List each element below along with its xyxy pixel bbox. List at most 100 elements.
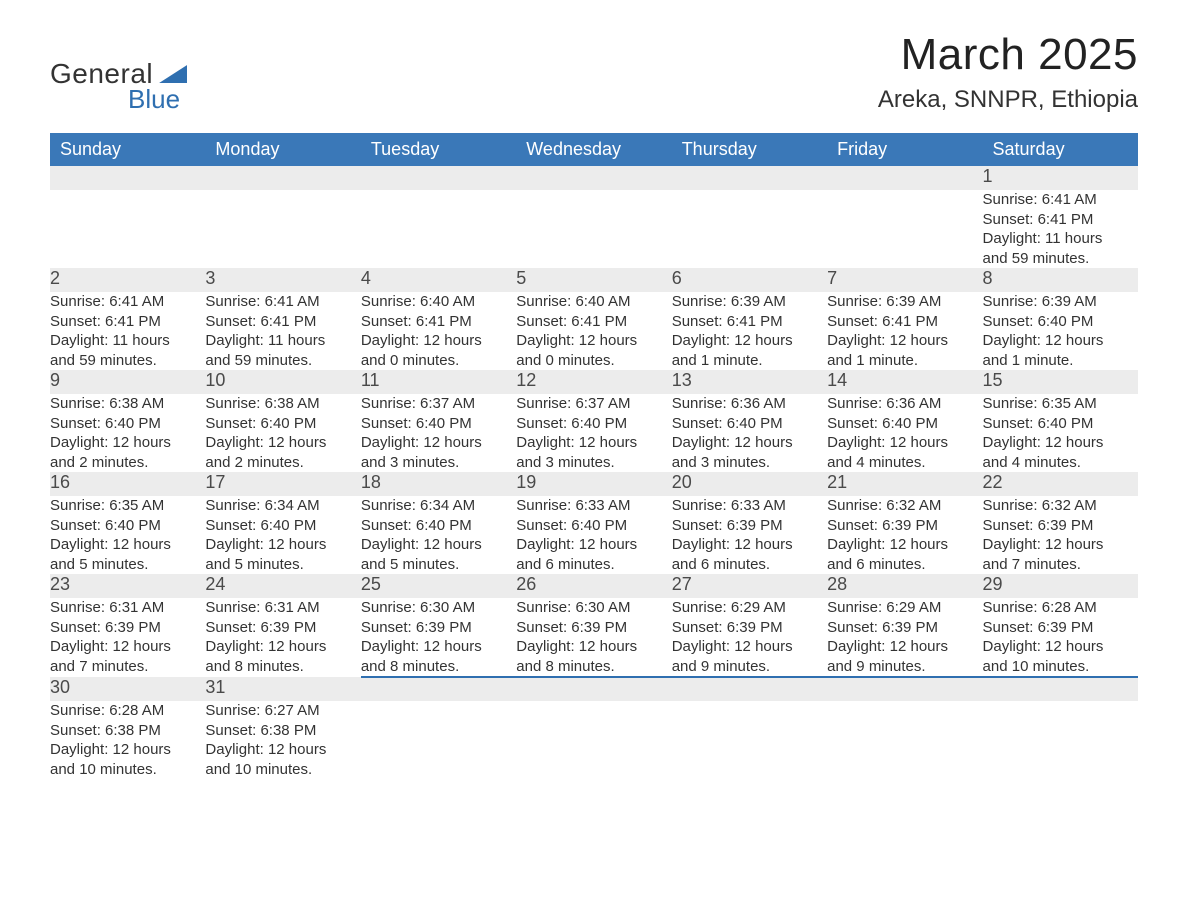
sunrise-text: Sunrise: 6:28 AM <box>983 598 1138 618</box>
sunset-text: Sunset: 6:39 PM <box>672 618 827 638</box>
day-number-cell <box>827 166 982 190</box>
day-detail-cell: Sunrise: 6:28 AMSunset: 6:39 PMDaylight:… <box>983 598 1138 677</box>
sunrise-text: Sunrise: 6:40 AM <box>361 292 516 312</box>
day-number-cell <box>827 677 982 701</box>
daylight2-text: and 10 minutes. <box>205 760 360 780</box>
day-detail-cell <box>827 701 982 779</box>
sunrise-text: Sunrise: 6:31 AM <box>205 598 360 618</box>
sunrise-text: Sunrise: 6:29 AM <box>827 598 982 618</box>
daylight2-text: and 3 minutes. <box>672 453 827 473</box>
daylight1-text: Daylight: 11 hours <box>205 331 360 351</box>
day-detail-cell: Sunrise: 6:30 AMSunset: 6:39 PMDaylight:… <box>361 598 516 677</box>
daylight2-text: and 6 minutes. <box>516 555 671 575</box>
daynum-row: 23242526272829 <box>50 574 1138 598</box>
sunset-text: Sunset: 6:41 PM <box>672 312 827 332</box>
day-number-cell: 14 <box>827 370 982 394</box>
logo-triangle-icon <box>159 65 187 83</box>
month-title: March 2025 <box>878 30 1138 80</box>
detail-row: Sunrise: 6:35 AMSunset: 6:40 PMDaylight:… <box>50 496 1138 574</box>
day-number-cell: 1 <box>983 166 1138 190</box>
daylight1-text: Daylight: 12 hours <box>672 331 827 351</box>
sunrise-text: Sunrise: 6:36 AM <box>672 394 827 414</box>
day-number-cell <box>361 166 516 190</box>
sunset-text: Sunset: 6:40 PM <box>361 516 516 536</box>
weekday-header: Saturday <box>983 133 1138 166</box>
daylight1-text: Daylight: 12 hours <box>516 637 671 657</box>
detail-row: Sunrise: 6:41 AMSunset: 6:41 PMDaylight:… <box>50 292 1138 370</box>
sunrise-text: Sunrise: 6:29 AM <box>672 598 827 618</box>
sunset-text: Sunset: 6:40 PM <box>205 414 360 434</box>
sunrise-text: Sunrise: 6:41 AM <box>983 190 1138 210</box>
sunset-text: Sunset: 6:39 PM <box>205 618 360 638</box>
sunrise-text: Sunrise: 6:40 AM <box>516 292 671 312</box>
daylight2-text: and 9 minutes. <box>672 657 827 677</box>
daynum-row: 16171819202122 <box>50 472 1138 496</box>
day-number-cell: 9 <box>50 370 205 394</box>
day-number-cell <box>672 677 827 701</box>
sunset-text: Sunset: 6:39 PM <box>983 516 1138 536</box>
day-number-cell: 2 <box>50 268 205 292</box>
day-detail-cell: Sunrise: 6:27 AMSunset: 6:38 PMDaylight:… <box>205 701 360 779</box>
day-number-cell: 3 <box>205 268 360 292</box>
day-detail-cell <box>827 190 982 268</box>
sunrise-text: Sunrise: 6:31 AM <box>50 598 205 618</box>
daylight2-text: and 59 minutes. <box>983 249 1138 269</box>
day-detail-cell: Sunrise: 6:41 AMSunset: 6:41 PMDaylight:… <box>205 292 360 370</box>
day-detail-cell: Sunrise: 6:32 AMSunset: 6:39 PMDaylight:… <box>827 496 982 574</box>
daylight2-text: and 5 minutes. <box>205 555 360 575</box>
daylight1-text: Daylight: 12 hours <box>361 535 516 555</box>
daylight1-text: Daylight: 12 hours <box>516 331 671 351</box>
day-detail-cell: Sunrise: 6:32 AMSunset: 6:39 PMDaylight:… <box>983 496 1138 574</box>
sunset-text: Sunset: 6:39 PM <box>361 618 516 638</box>
day-detail-cell: Sunrise: 6:35 AMSunset: 6:40 PMDaylight:… <box>983 394 1138 472</box>
sunrise-text: Sunrise: 6:34 AM <box>205 496 360 516</box>
daynum-row: 3031 <box>50 677 1138 701</box>
daylight2-text: and 59 minutes. <box>205 351 360 371</box>
sunset-text: Sunset: 6:38 PM <box>50 721 205 741</box>
day-number-cell: 7 <box>827 268 982 292</box>
day-detail-cell: Sunrise: 6:33 AMSunset: 6:39 PMDaylight:… <box>672 496 827 574</box>
weekday-header: Friday <box>827 133 982 166</box>
day-number-cell <box>516 677 671 701</box>
day-detail-cell: Sunrise: 6:29 AMSunset: 6:39 PMDaylight:… <box>827 598 982 677</box>
day-detail-cell <box>983 701 1138 779</box>
day-detail-cell: Sunrise: 6:28 AMSunset: 6:38 PMDaylight:… <box>50 701 205 779</box>
daylight2-text: and 0 minutes. <box>516 351 671 371</box>
daynum-row: 2345678 <box>50 268 1138 292</box>
calendar-body: 1Sunrise: 6:41 AMSunset: 6:41 PMDaylight… <box>50 166 1138 779</box>
sunrise-text: Sunrise: 6:30 AM <box>361 598 516 618</box>
location: Areka, SNNPR, Ethiopia <box>878 86 1138 114</box>
day-number-cell <box>983 677 1138 701</box>
day-detail-cell <box>50 190 205 268</box>
day-detail-cell: Sunrise: 6:37 AMSunset: 6:40 PMDaylight:… <box>361 394 516 472</box>
daylight2-text: and 2 minutes. <box>50 453 205 473</box>
sunrise-text: Sunrise: 6:41 AM <box>50 292 205 312</box>
day-number-cell: 24 <box>205 574 360 598</box>
sunset-text: Sunset: 6:40 PM <box>361 414 516 434</box>
day-detail-cell <box>516 190 671 268</box>
weekday-header: Monday <box>205 133 360 166</box>
sunrise-text: Sunrise: 6:37 AM <box>516 394 671 414</box>
daylight1-text: Daylight: 12 hours <box>983 535 1138 555</box>
weekday-header: Wednesday <box>516 133 671 166</box>
day-detail-cell <box>672 190 827 268</box>
day-number-cell: 12 <box>516 370 671 394</box>
sunrise-text: Sunrise: 6:28 AM <box>50 701 205 721</box>
weekday-header: Tuesday <box>361 133 516 166</box>
day-detail-cell: Sunrise: 6:31 AMSunset: 6:39 PMDaylight:… <box>205 598 360 677</box>
day-number-cell: 17 <box>205 472 360 496</box>
sunset-text: Sunset: 6:40 PM <box>50 516 205 536</box>
daylight2-text: and 7 minutes. <box>983 555 1138 575</box>
day-detail-cell: Sunrise: 6:34 AMSunset: 6:40 PMDaylight:… <box>361 496 516 574</box>
daylight2-text: and 8 minutes. <box>205 657 360 677</box>
day-number-cell: 13 <box>672 370 827 394</box>
sunset-text: Sunset: 6:40 PM <box>672 414 827 434</box>
daylight1-text: Daylight: 12 hours <box>205 637 360 657</box>
daylight1-text: Daylight: 12 hours <box>50 433 205 453</box>
daylight1-text: Daylight: 12 hours <box>50 535 205 555</box>
day-number-cell <box>205 166 360 190</box>
day-detail-cell: Sunrise: 6:31 AMSunset: 6:39 PMDaylight:… <box>50 598 205 677</box>
sunrise-text: Sunrise: 6:39 AM <box>672 292 827 312</box>
sunset-text: Sunset: 6:41 PM <box>361 312 516 332</box>
day-number-cell: 18 <box>361 472 516 496</box>
